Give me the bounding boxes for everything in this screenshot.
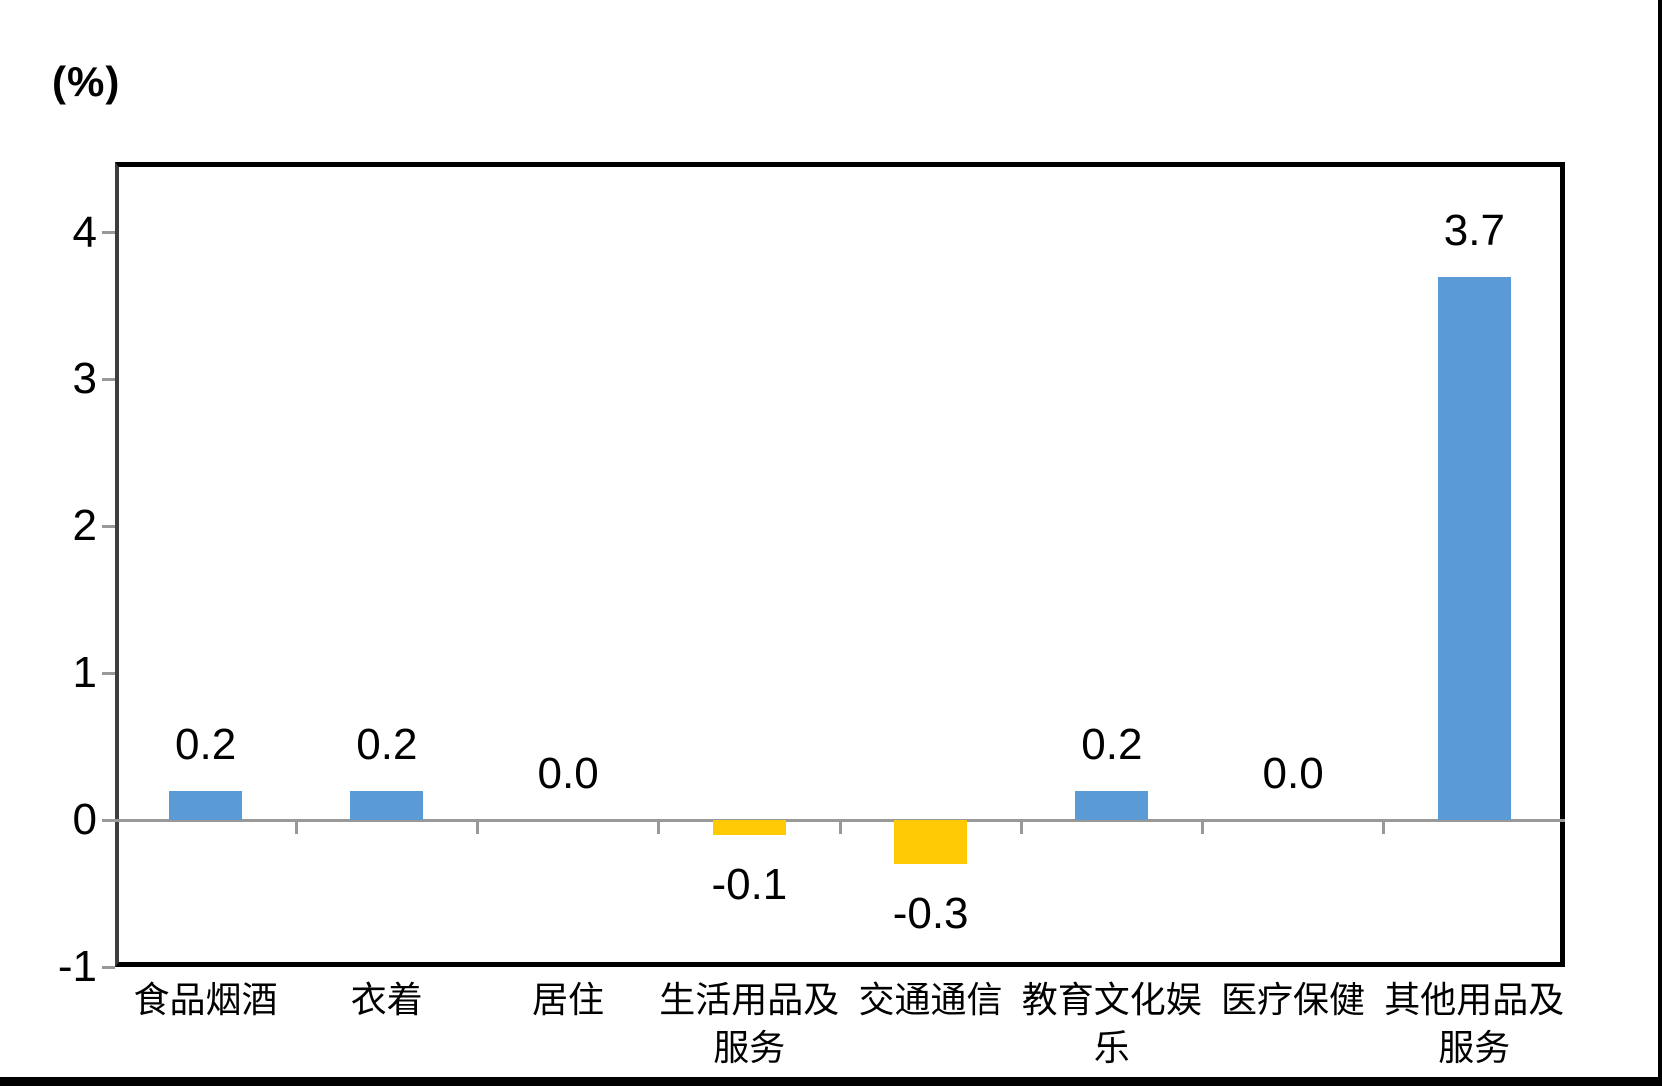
y-tick xyxy=(102,231,115,234)
y-tick xyxy=(102,671,115,675)
category-label: 居住 xyxy=(531,979,604,1020)
bar-value-label: 3.7 xyxy=(1443,205,1505,255)
category-label: 医疗保健 xyxy=(1220,979,1365,1020)
x-tick xyxy=(657,820,661,835)
x-tick xyxy=(1019,820,1023,835)
y-tick-label: 3 xyxy=(72,354,97,404)
bar xyxy=(894,820,968,865)
bar-value-label: 0.0 xyxy=(1262,749,1324,799)
y-tick-label: 2 xyxy=(72,501,97,551)
bar xyxy=(712,820,786,835)
bar-value-label: 0.2 xyxy=(1081,719,1143,769)
right-edge-line xyxy=(1658,0,1662,1086)
bar-value-label: 0.2 xyxy=(175,719,237,769)
bar xyxy=(169,790,243,821)
category-label: 食品烟酒 xyxy=(133,979,278,1020)
bar xyxy=(1437,276,1511,821)
y-tick xyxy=(102,524,115,528)
x-tick xyxy=(1382,820,1386,835)
x-tick xyxy=(294,820,298,835)
category-label: 教育文化娱乐 xyxy=(1021,979,1202,1068)
category-label: 衣着 xyxy=(350,979,423,1020)
plot-area xyxy=(115,162,1565,967)
x-tick xyxy=(838,820,842,835)
bar xyxy=(1075,790,1149,821)
y-tick xyxy=(102,818,115,822)
bar-value-label: 0.0 xyxy=(537,749,599,799)
y-tick xyxy=(102,377,115,381)
bar xyxy=(350,790,424,821)
y-tick-label: -1 xyxy=(57,942,97,991)
bar-value-label: -0.1 xyxy=(711,859,788,909)
category-label: 生活用品及服务 xyxy=(659,979,840,1068)
y-tick-label: 0 xyxy=(72,795,97,845)
category-label: 交通通信 xyxy=(858,979,1003,1020)
bar-value-label: -0.3 xyxy=(892,889,969,939)
y-tick-label: 1 xyxy=(72,648,97,698)
bar-value-label: 0.2 xyxy=(356,719,418,769)
x-tick xyxy=(476,820,479,835)
y-tick xyxy=(102,965,115,969)
x-tick xyxy=(1201,820,1204,835)
y-axis-unit-label: (%) xyxy=(52,58,121,105)
category-label: 其他用品及服务 xyxy=(1384,979,1565,1068)
y-tick-label: 4 xyxy=(72,207,97,257)
bottom-edge-bar xyxy=(0,1077,1662,1086)
